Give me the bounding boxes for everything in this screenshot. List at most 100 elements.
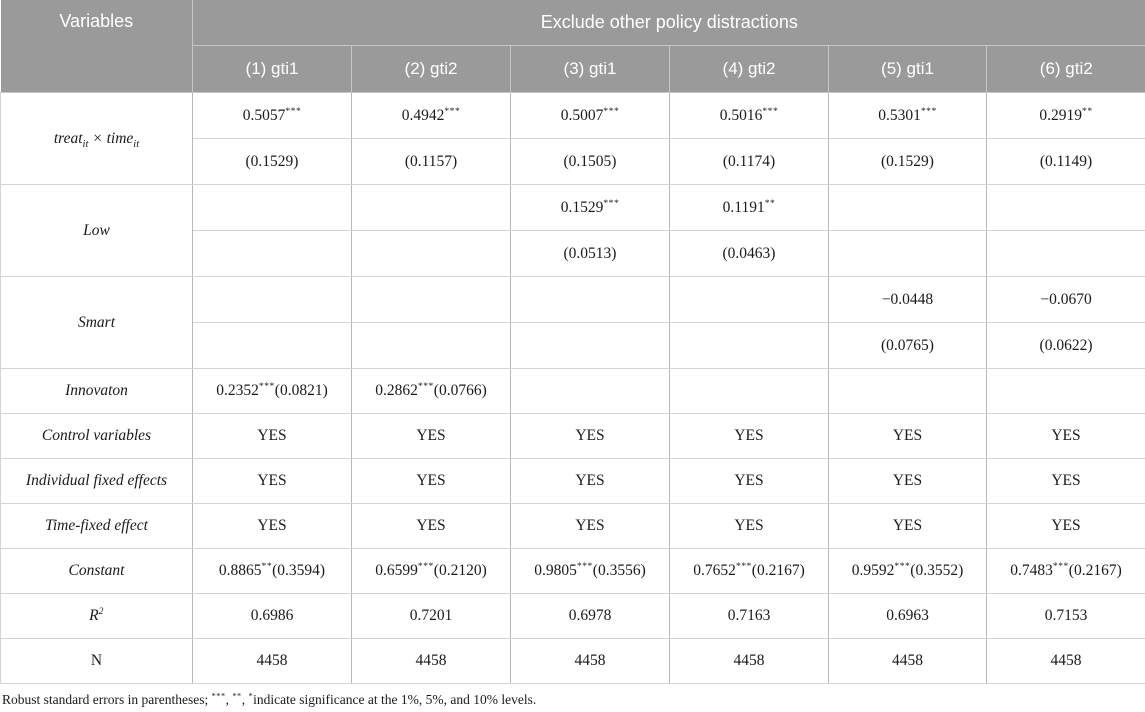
cell-value: 0.8865**(0.3594) — [192, 548, 352, 594]
cell-value — [351, 322, 511, 369]
cell-value: YES — [510, 503, 670, 549]
cell-value: 0.7652***(0.2167) — [669, 548, 829, 594]
cell-value: (0.1149) — [985, 138, 1145, 185]
cell-value — [669, 368, 829, 414]
cell-value: (0.0513) — [510, 230, 670, 277]
cell-value: (0.1174) — [669, 138, 829, 185]
cell-value — [828, 230, 987, 277]
cell-value: (0.0622) — [985, 322, 1145, 369]
cell-value: 0.7201 — [351, 593, 511, 639]
row-label: Time-fixed effect — [0, 503, 193, 549]
cell-value: 0.5057*** — [192, 92, 352, 139]
cell-value — [828, 184, 987, 231]
table-row: (0.1529) (0.1157) (0.1505) (0.1174) (0.1529)… — [1, 138, 1145, 185]
cell-value: 0.6986 — [192, 593, 352, 639]
cell-value: YES — [192, 413, 352, 459]
significance-footnote: Robust standard errors in parentheses; *… — [2, 691, 537, 707]
cell-value — [510, 276, 670, 323]
cell-value — [192, 322, 352, 369]
variables-column-header: Variables — [0, 0, 193, 93]
cell-value: 4458 — [351, 638, 511, 684]
cell-value — [510, 368, 670, 414]
cell-value: (0.1505) — [510, 138, 670, 185]
regression-table: Variables Exclude other policy distracti… — [0, 0, 1145, 684]
table-row: treatit × timeit 0.5057*** 0.4942*** 0.5007… — [0, 92, 1145, 185]
cell-value: 0.7163 — [669, 593, 829, 639]
row-label: Constant — [0, 548, 193, 594]
cell-value: YES — [192, 458, 352, 504]
row-label: treatit × timeit — [0, 92, 193, 185]
cell-value — [192, 276, 352, 323]
cell-value — [192, 184, 352, 231]
cell-value: 0.6978 — [510, 593, 670, 639]
cell-value: YES — [192, 503, 352, 549]
cell-value: (0.0765) — [828, 322, 987, 369]
row-label: Low — [0, 184, 193, 277]
cell-value — [510, 322, 670, 369]
cell-value: −0.0448 — [828, 276, 987, 323]
model-column-header-3: (3) gti1 — [510, 45, 670, 93]
model-column-header-4: (4) gti2 — [669, 45, 829, 93]
table-row: Individual fixed effects YES YES YES YES YES Y… — [0, 458, 1145, 504]
cell-value: 0.2862***(0.0766) — [351, 368, 511, 414]
cell-value: −0.0670 — [985, 276, 1145, 323]
cell-value — [192, 230, 352, 277]
cell-value: (0.1529) — [828, 138, 987, 185]
cell-value: 0.2919** — [985, 92, 1145, 139]
cell-value — [669, 322, 829, 369]
cell-value: YES — [985, 503, 1145, 549]
table-row: Innovaton 0.2352***(0.0821) 0.2862***(0.07… — [0, 368, 1145, 414]
cell-value: 0.5007*** — [510, 92, 670, 139]
table-row: R2 0.6986 0.7201 0.6978 0.7163 0.6963 0.7153 — [0, 593, 1145, 639]
cell-value: 0.1529*** — [510, 184, 670, 231]
cell-value: 4458 — [669, 638, 829, 684]
model-column-header-1: (1) gti1 — [192, 45, 352, 93]
cell-value: 0.1191** — [669, 184, 829, 231]
cell-value — [351, 230, 511, 277]
model-column-header-6: (6) gti2 — [985, 45, 1145, 93]
cell-value: 0.5016*** — [669, 92, 829, 139]
cell-value: 0.5301*** — [828, 92, 987, 139]
cell-value: YES — [669, 458, 829, 504]
cell-value: YES — [828, 458, 987, 504]
cell-value: 4458 — [510, 638, 670, 684]
cell-value: 0.2352***(0.0821) — [192, 368, 352, 414]
cell-value: 0.6963 — [828, 593, 987, 639]
cell-value: 0.9592***(0.3552) — [828, 548, 987, 594]
cell-value: YES — [985, 413, 1145, 459]
cell-value: (0.1157) — [351, 138, 511, 185]
cell-value: 0.9805***(0.3556) — [510, 548, 670, 594]
table-row: Smart −0.0448 −0.0670 — [0, 276, 1145, 369]
cell-value: 4458 — [985, 638, 1145, 684]
row-label: R2 — [0, 593, 193, 639]
cell-value: 4458 — [192, 638, 352, 684]
cell-value — [351, 184, 511, 231]
model-column-header-2: (2) gti2 — [351, 45, 511, 93]
cell-value — [985, 368, 1145, 414]
cell-value — [985, 230, 1145, 277]
cell-value: (0.0463) — [669, 230, 829, 277]
cell-value: YES — [985, 458, 1145, 504]
header-row-group: Variables Exclude other policy distracti… — [0, 0, 1145, 93]
table-row: N 4458 4458 4458 4458 4458 4458 — [0, 638, 1145, 684]
table-header: Variables Exclude other policy distracti… — [0, 0, 1145, 93]
cell-value — [669, 276, 829, 323]
table-row: (0.0765) (0.0622) — [1, 322, 1145, 369]
row-label: Innovaton — [0, 368, 193, 414]
cell-value: YES — [828, 413, 987, 459]
cell-value: YES — [669, 503, 829, 549]
cell-value: 0.4942*** — [351, 92, 511, 139]
group-header: Exclude other policy distractions — [191, 0, 1145, 46]
model-column-header-5: (5) gti1 — [828, 45, 987, 93]
cell-value: YES — [510, 458, 670, 504]
cell-value: 0.7153 — [985, 593, 1145, 639]
table-row: (0.0513) (0.0463) — [1, 230, 1145, 277]
cell-value: 0.7483***(0.2167) — [985, 548, 1145, 594]
cell-value: YES — [828, 503, 987, 549]
row-label: Individual fixed effects — [0, 458, 193, 504]
cell-value: YES — [351, 503, 511, 549]
table-row: Constant 0.8865**(0.3594) 0.6599***(0.2120… — [0, 548, 1145, 594]
table-row: Time-fixed effect YES YES YES YES YES YES — [0, 503, 1145, 549]
cell-value — [828, 368, 987, 414]
